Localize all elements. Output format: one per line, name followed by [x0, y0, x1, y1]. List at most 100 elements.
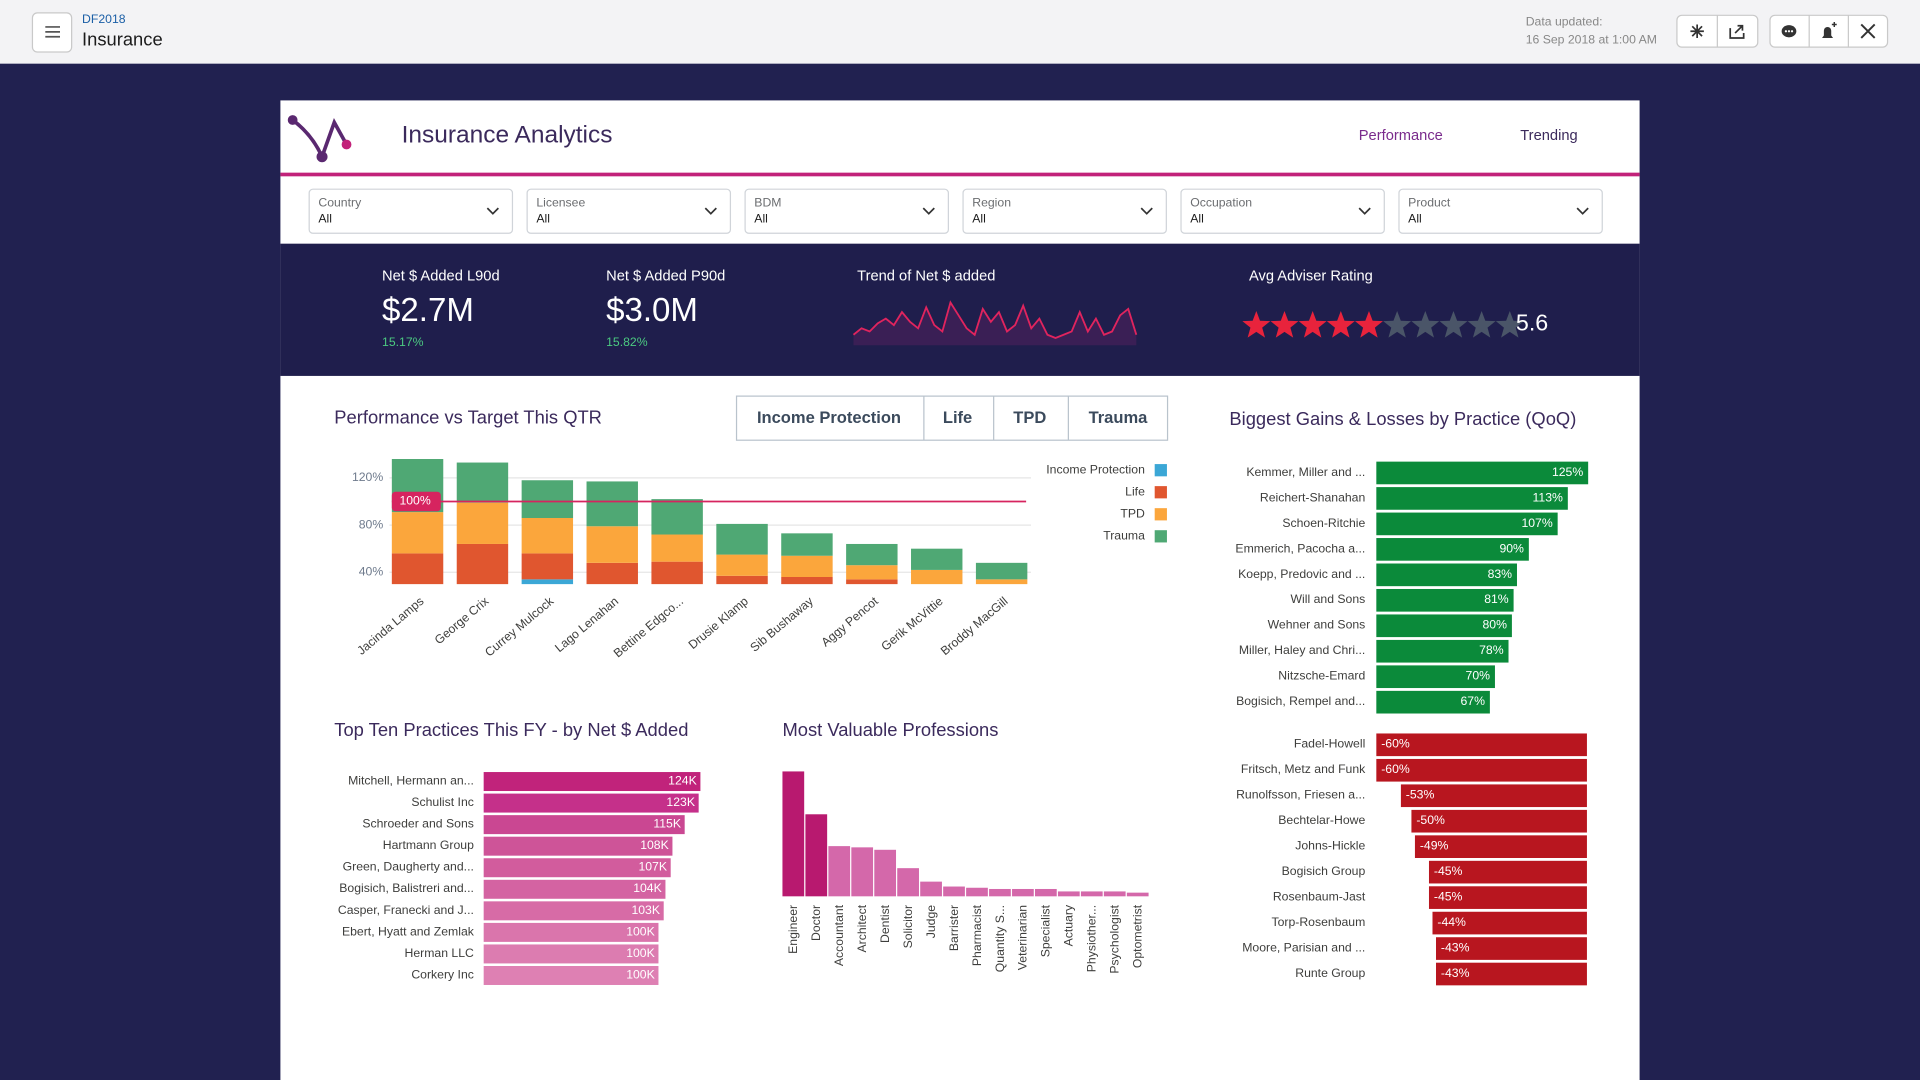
updated-date: 16 Sep 2018 at 1:00 AM: [1526, 33, 1657, 47]
x-tick-label: Doctor: [809, 905, 823, 941]
value-label: -45%: [1434, 864, 1463, 878]
gain-bar: [1376, 588, 1514, 612]
x-tick-label: Judge: [924, 905, 938, 939]
gain-bar: [1376, 487, 1568, 510]
filter-dropdown[interactable]: Licensee All: [526, 188, 732, 234]
row-label: Runte Group: [1295, 966, 1365, 980]
value-label: 113%: [1533, 490, 1564, 504]
loss-bar: [1376, 733, 1587, 757]
bar-segment: [651, 499, 703, 535]
row-label: Fadel-Howell: [1294, 737, 1365, 751]
bar-segment: [911, 569, 963, 585]
row-label: Fritsch, Metz and Funk: [1241, 762, 1366, 776]
value-label: 107K: [638, 860, 667, 874]
value-label: -49%: [1420, 839, 1449, 853]
bar: [483, 836, 673, 856]
bar: [483, 944, 659, 964]
bar: [483, 966, 659, 985]
bar-segment: [586, 562, 638, 585]
value-label: 70%: [1466, 669, 1491, 683]
loss-bar: [1428, 886, 1587, 909]
y-tick-label: 80%: [359, 517, 384, 531]
kpi-title: Net $ Added P90d: [606, 269, 725, 285]
tab[interactable]: Trauma: [1089, 408, 1149, 427]
bar-segment: [846, 543, 898, 566]
bar-segment: [975, 579, 1028, 585]
value-label: 81%: [1484, 592, 1509, 606]
row-label: Bogisich Group: [1282, 864, 1366, 878]
filter-value: All: [536, 211, 550, 225]
top-bar: [0, 0, 1920, 64]
tab[interactable]: TPD: [1013, 408, 1046, 427]
chat-button[interactable]: [1781, 25, 1797, 38]
value-label: 125%: [1552, 465, 1583, 479]
refresh-button[interactable]: [1690, 24, 1704, 38]
bar: [851, 847, 874, 897]
bar: [1103, 891, 1126, 897]
filter-dropdown[interactable]: BDM All: [744, 188, 949, 234]
x-tick-label: Actuary: [1062, 904, 1076, 946]
loss-bar: [1400, 784, 1587, 808]
row-label: Ebert, Hyatt and Zemlak: [342, 924, 475, 938]
rating-stars: [1242, 311, 1524, 338]
updated-label: Data updated:: [1526, 14, 1603, 28]
bar-segment: [456, 502, 509, 544]
chevron: [486, 207, 499, 215]
row-label: Johns-Hickle: [1295, 839, 1365, 853]
row-label: Emmerich, Pacocha a...: [1235, 541, 1365, 555]
bar-segment: [781, 555, 833, 578]
filter-value: All: [1190, 211, 1204, 225]
notify-button[interactable]: [1822, 22, 1837, 38]
row-label: Torp-Rosenbaum: [1271, 915, 1365, 929]
trend-title: Trend of Net $ added: [857, 269, 995, 285]
chart-title: Top Ten Practices This FY - by Net $ Add…: [334, 719, 688, 740]
x-tick-label: Dentist: [878, 904, 892, 943]
filter-label: Country: [318, 195, 362, 209]
row-label: Reichert-Shanahan: [1260, 490, 1366, 504]
rating-value: 5.6: [1516, 310, 1548, 336]
chevron: [704, 207, 717, 215]
row-label: Schulist Inc: [411, 795, 474, 809]
bar: [989, 888, 1011, 897]
bar: [483, 858, 671, 878]
target-badge: [391, 491, 441, 512]
bar-segment: [521, 553, 574, 580]
value-label: 103K: [631, 903, 660, 917]
value-label: 83%: [1488, 567, 1513, 581]
tab[interactable]: Life: [943, 408, 972, 427]
value-label: -60%: [1381, 762, 1410, 776]
star: [1270, 311, 1299, 338]
nav-link[interactable]: Trending: [1520, 128, 1577, 144]
filter-dropdown[interactable]: Region All: [962, 188, 1167, 234]
bar-segment: [716, 554, 768, 576]
bar: [897, 868, 919, 897]
bars: [391, 459, 1028, 585]
share-button[interactable]: [1729, 24, 1745, 39]
bar-segment: [586, 481, 638, 527]
row-label: Schroeder and Sons: [362, 817, 474, 831]
filter-dropdown[interactable]: Country All: [308, 188, 514, 234]
value-label: -43%: [1441, 966, 1470, 980]
filter-box: [1398, 188, 1603, 234]
close-button[interactable]: [1860, 23, 1876, 39]
star: [1298, 311, 1327, 338]
filter-label: Licensee: [536, 195, 585, 209]
legend-label: Life: [1125, 484, 1145, 498]
value-label: -45%: [1434, 890, 1463, 904]
filter-dropdown[interactable]: Product All: [1398, 188, 1603, 234]
bar: [1057, 891, 1080, 897]
tab[interactable]: Income Protection: [757, 408, 901, 427]
filter-dropdown[interactable]: Occupation All: [1180, 188, 1385, 234]
bar-segment: [391, 553, 444, 585]
bar: [1126, 892, 1149, 897]
menu-button[interactable]: [31, 12, 73, 53]
legend-swatch: [1154, 508, 1167, 521]
nav-link[interactable]: Performance: [1359, 128, 1443, 144]
filter-box: [308, 188, 514, 234]
row-label: Rosenbaum-Jast: [1273, 890, 1366, 904]
row-label: Schoen-Ritchie: [1282, 516, 1365, 530]
y-tick-label: 120%: [352, 470, 383, 484]
legend-label: Trauma: [1103, 529, 1145, 543]
row-label: Nitzsche-Emard: [1278, 669, 1365, 683]
legend-swatch: [1154, 464, 1167, 477]
